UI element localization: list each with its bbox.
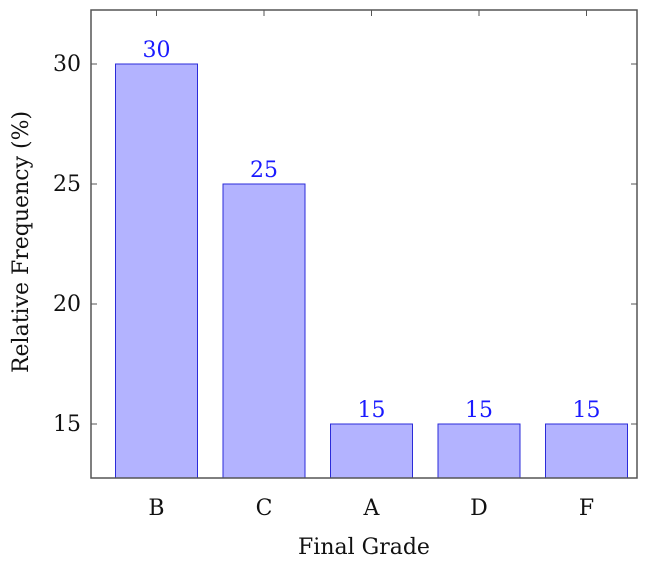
x-axis-label: Final Grade [298,535,430,560]
bar-B [115,63,198,479]
data-label-C: 25 [250,158,278,183]
data-labels: 30 25 15 15 15 [143,38,601,423]
y-axis-label: Relative Frequency (%) [9,111,34,373]
data-label-D: 15 [465,398,493,423]
bar-C [222,183,306,479]
data-label-F: 15 [573,398,601,423]
data-label-A: 15 [358,398,386,423]
y-tick-labels: 15 20 25 30 [53,52,81,437]
y-tick-label: 20 [53,292,81,317]
x-tick-label-D: D [470,496,488,521]
y-tick-label: 15 [53,412,81,437]
y-tick-label: 30 [53,52,81,77]
plot-frame [90,9,638,479]
y-tick-label: 25 [53,172,81,197]
x-tick-label-B: B [148,496,164,521]
x-tick-label-F: F [579,496,594,521]
x-tick-label-A: A [363,496,381,521]
bar-F [545,423,628,479]
x-tick-label-C: C [256,496,273,521]
data-label-B: 30 [143,38,171,63]
bars [115,63,628,479]
bar-D [437,423,521,479]
bar-A [330,423,413,479]
